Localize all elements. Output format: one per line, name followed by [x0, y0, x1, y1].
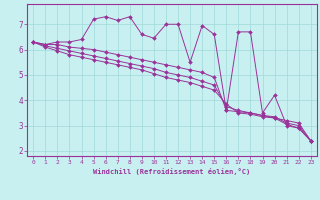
X-axis label: Windchill (Refroidissement éolien,°C): Windchill (Refroidissement éolien,°C) [93, 168, 251, 175]
